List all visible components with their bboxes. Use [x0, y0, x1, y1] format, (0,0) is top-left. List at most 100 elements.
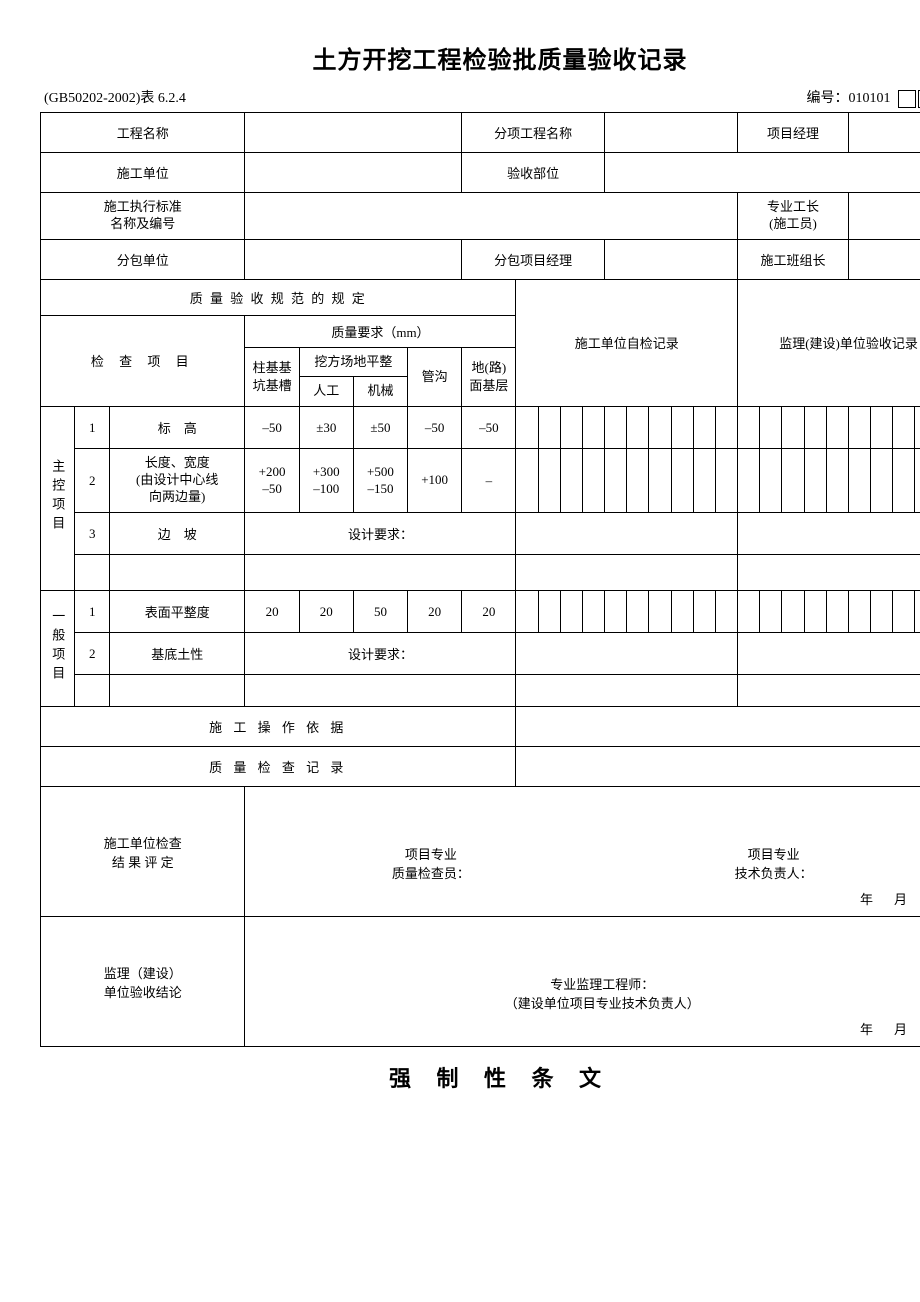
standard-reference: (GB50202-2002)表 6.2.4 [44, 87, 186, 108]
check-cell[interactable] [582, 407, 604, 449]
check-cell[interactable] [782, 591, 804, 633]
check-cell[interactable] [649, 407, 671, 449]
check-cell[interactable] [715, 407, 737, 449]
check-cell[interactable] [738, 513, 920, 555]
check-cell[interactable] [693, 449, 715, 513]
check-cell[interactable] [715, 449, 737, 513]
gen-row-num: 2 [75, 633, 109, 675]
check-cell[interactable] [738, 675, 920, 707]
check-cell[interactable] [516, 407, 538, 449]
check-cell[interactable] [693, 407, 715, 449]
empty-cell [109, 675, 245, 707]
check-cell[interactable] [538, 449, 560, 513]
field-supervise-conclusion[interactable]: 专业监理工程师： （建设单位项目专业技术负责人） 年 月 日 [245, 917, 920, 1047]
field-acceptance-part[interactable] [605, 152, 920, 192]
check-cell[interactable] [516, 555, 738, 591]
check-cell[interactable] [649, 449, 671, 513]
check-cell[interactable] [760, 591, 782, 633]
check-cell[interactable] [738, 407, 760, 449]
check-cell[interactable] [804, 591, 826, 633]
field-project-manager[interactable] [848, 112, 920, 152]
check-cell[interactable] [605, 407, 627, 449]
gen-row-num: 1 [75, 591, 109, 633]
check-cell[interactable] [538, 407, 560, 449]
check-cell[interactable] [915, 591, 920, 633]
field-team-leader[interactable] [848, 239, 920, 279]
check-cell[interactable] [671, 449, 693, 513]
label-tech-lead: 项目专业 技术负责人： [602, 844, 920, 882]
check-cell[interactable] [826, 449, 848, 513]
check-cell[interactable] [738, 591, 760, 633]
col-pillar: 柱基基坑基槽 [245, 347, 299, 407]
cell: 20 [462, 591, 516, 633]
code-box[interactable] [898, 90, 916, 108]
check-cell[interactable] [582, 449, 604, 513]
check-cell[interactable] [848, 407, 870, 449]
check-cell[interactable] [871, 591, 893, 633]
col-manual: 人工 [299, 377, 353, 407]
check-cell[interactable] [560, 449, 582, 513]
check-cell[interactable] [826, 591, 848, 633]
check-cell[interactable] [627, 449, 649, 513]
check-cell[interactable] [560, 407, 582, 449]
check-cell[interactable] [560, 591, 582, 633]
cell: – [462, 449, 516, 513]
field-construction-unit[interactable] [245, 152, 462, 192]
check-cell[interactable] [516, 513, 738, 555]
check-cell[interactable] [671, 591, 693, 633]
cell: +300 –100 [299, 449, 353, 513]
check-cell[interactable] [893, 407, 915, 449]
field-std-name-number[interactable] [245, 192, 738, 239]
check-cell[interactable] [848, 449, 870, 513]
check-cell[interactable] [738, 555, 920, 591]
check-cell[interactable] [760, 449, 782, 513]
check-cell[interactable] [715, 591, 737, 633]
check-cell[interactable] [627, 407, 649, 449]
check-cell[interactable] [893, 591, 915, 633]
check-cell[interactable] [538, 591, 560, 633]
label-team-leader: 施工班组长 [738, 239, 849, 279]
check-cell[interactable] [871, 449, 893, 513]
check-cell[interactable] [516, 591, 538, 633]
check-cell[interactable] [605, 591, 627, 633]
check-cell[interactable] [516, 675, 738, 707]
check-cell[interactable] [804, 449, 826, 513]
check-cell[interactable] [760, 407, 782, 449]
cell: –50 [245, 407, 299, 449]
label-inspector: 项目专业 质量检查员： [259, 844, 602, 882]
field-unit-eval[interactable]: 项目专业 质量检查员： 项目专业 技术负责人： 年 月 日 [245, 787, 920, 917]
field-pro-foreman[interactable] [848, 192, 920, 239]
field-project-name[interactable] [245, 112, 462, 152]
check-cell[interactable] [671, 407, 693, 449]
check-cell[interactable] [605, 449, 627, 513]
check-cell[interactable] [826, 407, 848, 449]
field-quality-record[interactable] [516, 747, 920, 787]
field-op-basis[interactable] [516, 707, 920, 747]
check-cell[interactable] [516, 449, 538, 513]
check-cell[interactable] [738, 633, 920, 675]
check-cell[interactable] [804, 407, 826, 449]
check-cell[interactable] [848, 591, 870, 633]
label-quality-req: 质量要求（mm） [245, 315, 516, 347]
label-main-items: 主控项目 [48, 459, 67, 535]
cell: –50 [462, 407, 516, 449]
check-cell[interactable] [516, 633, 738, 675]
field-subcontract-pm[interactable] [605, 239, 738, 279]
check-cell[interactable] [782, 407, 804, 449]
field-subcontract-unit[interactable] [245, 239, 462, 279]
check-cell[interactable] [693, 591, 715, 633]
check-cell[interactable] [649, 591, 671, 633]
cell: –50 [408, 407, 462, 449]
field-subitem-name[interactable] [605, 112, 738, 152]
label-quality-record: 质 量 检 查 记 录 [41, 747, 516, 787]
check-cell[interactable] [627, 591, 649, 633]
check-cell[interactable] [582, 591, 604, 633]
check-cell[interactable] [893, 449, 915, 513]
check-cell[interactable] [915, 449, 920, 513]
check-cell[interactable] [871, 407, 893, 449]
check-cell[interactable] [782, 449, 804, 513]
label-supervise-eng: 专业监理工程师： （建设单位项目专业技术负责人） [259, 974, 920, 1012]
check-cell[interactable] [915, 407, 920, 449]
cell: 20 [245, 591, 299, 633]
check-cell[interactable] [738, 449, 760, 513]
